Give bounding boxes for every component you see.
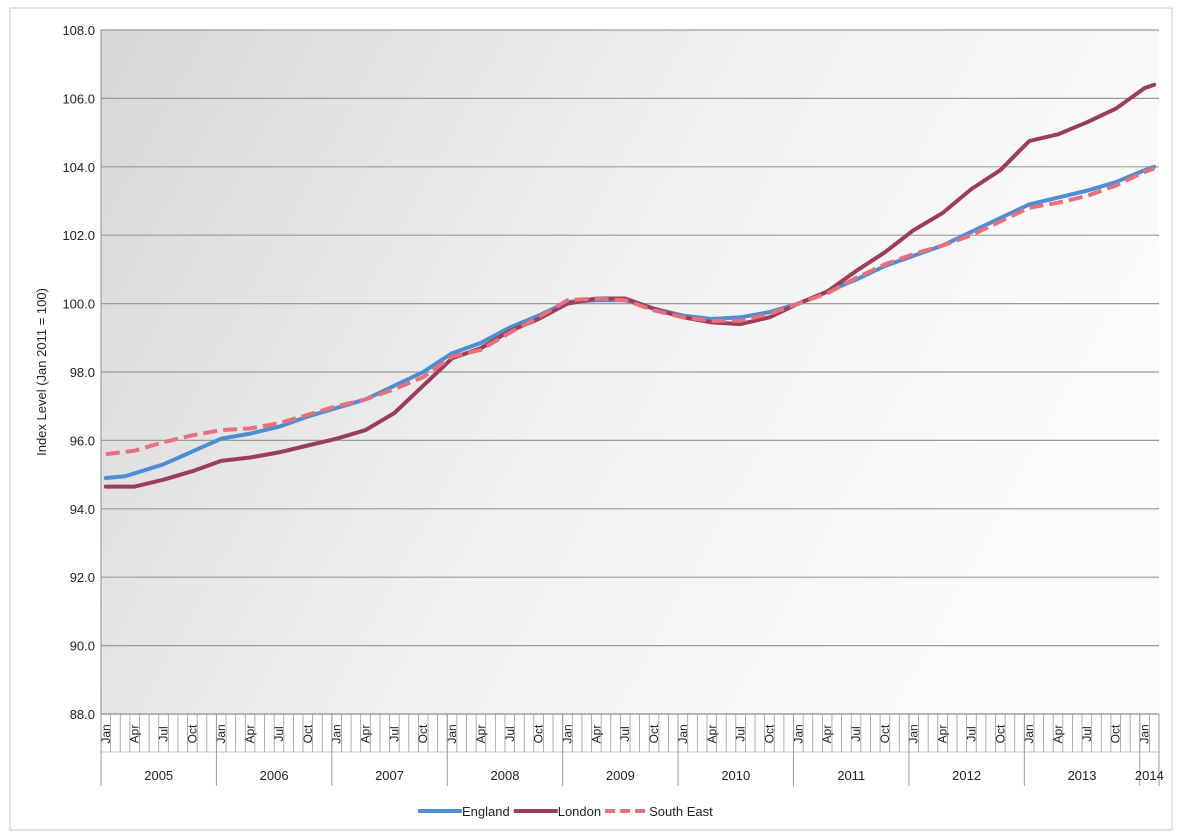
y-tick-label: 96.0 — [70, 433, 95, 448]
x-tick-label: Apr — [820, 725, 834, 744]
x-tick-label: Oct — [762, 724, 776, 743]
year-label: 2010 — [721, 768, 750, 783]
year-label: 2012 — [952, 768, 981, 783]
x-tick-label: Jul — [964, 726, 978, 741]
x-tick-label: Jul — [272, 726, 286, 741]
x-tick-label: Apr — [243, 725, 257, 744]
x-tick-label: Apr — [705, 725, 719, 744]
x-tick-label: Jan — [1138, 724, 1152, 743]
x-tick-label: Jan — [560, 724, 574, 743]
year-label: 2009 — [606, 768, 635, 783]
y-tick-label: 92.0 — [70, 570, 95, 585]
y-tick-label: 88.0 — [70, 707, 95, 722]
x-tick-label: Jul — [849, 726, 863, 741]
y-tick-label: 102.0 — [62, 228, 95, 243]
x-tick-label: Jan — [791, 724, 805, 743]
x-tick-label: Jul — [1080, 726, 1094, 741]
year-label: 2006 — [260, 768, 289, 783]
series-line-south-east — [105, 166, 1155, 457]
x-tick-label: Jan — [99, 724, 113, 743]
x-tick-label: Jul — [503, 726, 517, 741]
x-tick-label: Jul — [734, 726, 748, 741]
x-tick-label: Apr — [589, 725, 603, 744]
x-tick-label: Jan — [214, 724, 228, 743]
x-tick-label: Apr — [128, 725, 142, 744]
legend-label: England — [462, 804, 510, 819]
year-label: 2011 — [837, 768, 865, 783]
x-tick-label: Jul — [618, 726, 632, 741]
x-tick-label: Jan — [1022, 724, 1036, 743]
x-tick-label: Apr — [1051, 725, 1065, 744]
x-tick-label: Oct — [416, 724, 430, 743]
y-tick-label: 108.0 — [62, 23, 95, 38]
x-tick-label: Apr — [359, 725, 373, 744]
y-tick-label: 98.0 — [70, 365, 95, 380]
y-tick-label: 106.0 — [62, 91, 95, 106]
y-tick-label: 90.0 — [70, 639, 95, 654]
x-tick-label: Oct — [647, 724, 661, 743]
legend-label: London — [558, 804, 601, 819]
x-tick-label: Apr — [474, 725, 488, 744]
year-label: 2013 — [1068, 768, 1097, 783]
x-tick-label: Oct — [185, 724, 199, 743]
y-axis-label: Index Level (Jan 2011 = 100) — [34, 288, 49, 456]
x-tick-label: Jul — [387, 726, 401, 741]
year-label: 2008 — [491, 768, 520, 783]
y-tick-label: 94.0 — [70, 502, 95, 517]
x-tick-label: Jan — [330, 724, 344, 743]
year-label: 2007 — [375, 768, 404, 783]
x-tick-label: Oct — [993, 724, 1007, 743]
x-tick-label: Jan — [676, 724, 690, 743]
x-tick-label: Jul — [157, 726, 171, 741]
x-tick-label: Jan — [445, 724, 459, 743]
y-tick-label: 104.0 — [62, 160, 95, 175]
year-label: 2005 — [144, 768, 173, 783]
x-tick-label: Oct — [532, 724, 546, 743]
x-tick-label: Jan — [907, 724, 921, 743]
x-tick-label: Oct — [878, 724, 892, 743]
x-tick-label: Oct — [301, 724, 315, 743]
y-tick-label: 100.0 — [62, 297, 95, 312]
x-tick-label: Apr — [936, 725, 950, 744]
x-tick-label: Oct — [1109, 724, 1123, 743]
legend-label: South East — [649, 804, 713, 819]
year-label: 2014 — [1135, 768, 1164, 783]
